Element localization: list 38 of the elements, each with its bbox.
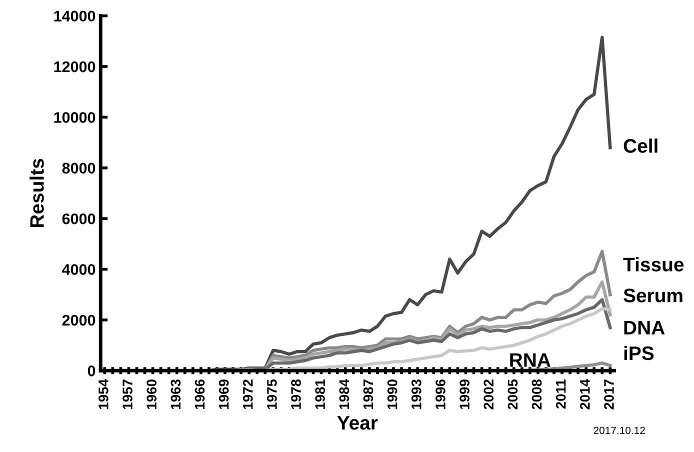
x-tick-label: 1966 xyxy=(194,379,205,409)
x-axis-title: Year xyxy=(337,416,378,430)
x-tick-label: 1969 xyxy=(218,379,229,409)
x-tick-label: 1993 xyxy=(411,379,422,409)
x-tick-label: 1996 xyxy=(436,379,446,409)
x-tick-label: 1960 xyxy=(146,380,157,409)
y-tick-label: 2000 xyxy=(62,314,96,326)
x-tick-label: 1978 xyxy=(291,379,301,409)
series-label: Cell xyxy=(624,138,658,153)
y-tick-label: 0 xyxy=(88,366,96,376)
x-tick-label: 1963 xyxy=(170,379,181,409)
text: 2017.10.12 xyxy=(594,426,645,434)
x-tick-label: 2014 xyxy=(580,379,590,410)
y-tick-label: 12000 xyxy=(54,61,96,72)
x-tick-label: 2005 xyxy=(508,379,518,410)
y-tick-label: 4000 xyxy=(62,264,96,275)
y-tick-label: 6000 xyxy=(62,213,96,224)
x-tick-label: 1957 xyxy=(122,380,132,409)
x-tick-label: 2017 xyxy=(604,380,614,410)
x-tick-label: 1975 xyxy=(267,379,277,409)
series-label: iPS xyxy=(624,346,654,360)
x-tick-label: 1981 xyxy=(315,379,326,409)
x-tick-label: 2002 xyxy=(484,380,494,410)
y-tick-label: 14000 xyxy=(54,10,96,22)
x-tick-label: 1954 xyxy=(98,379,108,409)
y-tick-label: 8000 xyxy=(62,162,96,174)
x-tick-label: 1972 xyxy=(242,380,253,409)
series-label: Tissue xyxy=(623,257,684,272)
x-tick-label: 1990 xyxy=(387,380,398,409)
x-tick-label: 2011 xyxy=(556,379,566,409)
x-tick-label: 2008 xyxy=(532,379,542,410)
series-label: DNA xyxy=(624,320,665,334)
x-tick-label: 1999 xyxy=(460,379,470,409)
y-tick-label: 10000 xyxy=(54,112,96,123)
series-label: Serum xyxy=(624,288,682,302)
x-tick-label: 1987 xyxy=(363,380,374,409)
x-tick-label: 1984 xyxy=(339,379,350,409)
y-axis-title: Results xyxy=(30,158,44,228)
